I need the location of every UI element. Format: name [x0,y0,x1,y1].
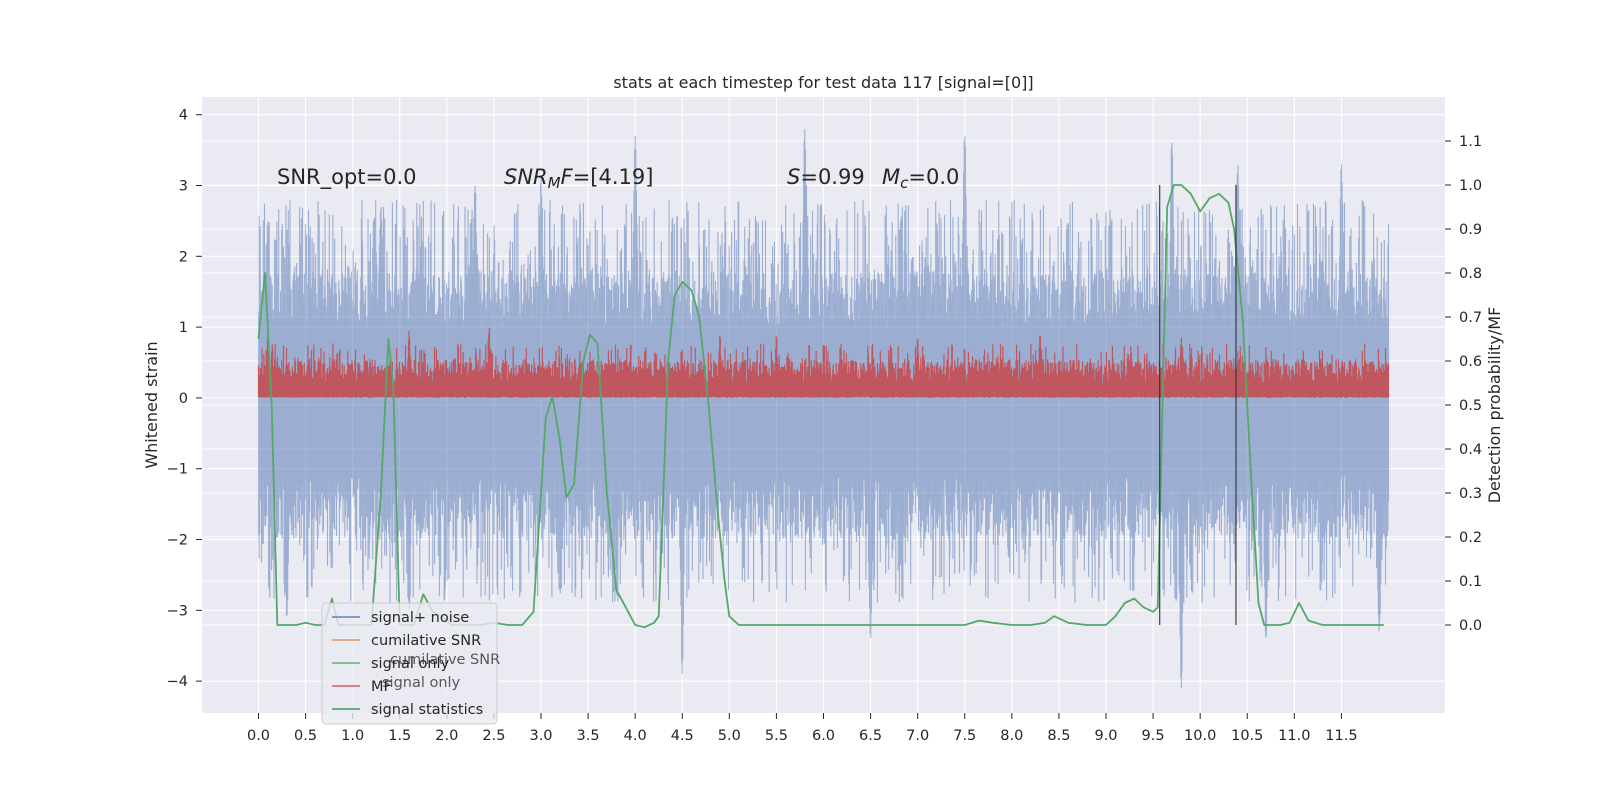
y-left-axis-label: Whitened strain [142,341,161,468]
y-right-tick-label-1: 1.0 [1459,178,1482,194]
annotation-s-part-0: S [787,165,800,189]
y-right-axis-label: Detection probability/MF [1485,307,1504,504]
annotation-snr-mf: SNRMF=[4.19] [504,165,653,192]
x-tick-label-21: 10.5 [1231,728,1263,744]
y-left-tick-label-7: −3 [167,603,188,619]
x-tick-label-9: 4.5 [671,728,694,744]
y-right-tick-label-6: 0.5 [1459,398,1482,414]
y-right-tick-label-2: 0.9 [1459,222,1482,238]
annotation-mc-part-0: M [882,165,900,189]
annotation-mc-value: Mc=0.0 [882,165,959,192]
y-left-tick-label-1: 3 [179,179,188,195]
annotation-snr-mf-part-1: M [548,174,561,192]
x-axis-ticks: 0.0 0.5 1.0 1.5 2.0 2.5 3.0 3.5 4.0 4.5 5.0 5.5 6.0 6… [247,713,1358,744]
annotation-snr-mf-part-2: F [561,165,574,189]
legend-label-3: MF [371,679,392,695]
x-tick-label-12: 6.0 [812,728,835,744]
legend-ghost-text-1: signal only [382,675,461,691]
annotation-mc-part-1: c [900,174,909,192]
x-tick-label-0: 0.0 [247,728,270,744]
x-tick-label-5: 2.5 [482,728,505,744]
annotation-snr-mf-part-0: SNR [504,165,548,189]
x-tick-label-22: 11.0 [1278,728,1310,744]
x-tick-label-13: 6.5 [859,728,882,744]
x-tick-label-6: 3.0 [529,728,552,744]
series-signal-statistics [257,184,1384,629]
legend-ghost-text-0: cumilative SNR [390,652,500,668]
x-tick-label-17: 8.5 [1047,728,1070,744]
y-left-tick-label-2: 2 [179,249,188,265]
y-right-tick-label-3: 0.8 [1459,266,1482,282]
y-right-tick-label-5: 0.6 [1459,354,1482,370]
y-right-tick-label-11: 0.0 [1459,618,1482,634]
legend-label-1: cumilative SNR [371,633,481,649]
x-tick-label-10: 5.0 [718,728,741,744]
series-mf [257,328,1390,398]
y-right-tick-label-9: 0.2 [1459,530,1482,546]
x-tick-label-16: 8.0 [1000,728,1023,744]
x-tick-label-8: 4.0 [624,728,647,744]
x-tick-label-4: 2.0 [435,728,458,744]
legend-box [321,602,498,725]
annotation-snr-mf-part-3: =[4.19] [573,165,654,189]
y-right-tick-label-10: 0.1 [1459,574,1482,590]
y-right-tick-label-7: 0.4 [1459,442,1482,458]
legend-label-4: signal statistics [371,702,483,718]
annotation-snr-opt: SNR_opt=0.0 [277,165,417,190]
x-tick-label-7: 3.5 [577,728,600,744]
annotation-mc-part-2: =0.0 [908,165,959,189]
y-left-axis-ticks: 4 3 2 1 0 −1 −2 −3 −4 [167,108,202,690]
legend-label-2: signal only [371,656,450,672]
x-tick-label-11: 5.5 [765,728,788,744]
x-tick-label-14: 7.0 [906,728,929,744]
y-left-tick-label-4: 0 [179,391,188,407]
y-right-tick-label-0: 1.1 [1459,134,1482,150]
annotation-s-value: S=0.99 [787,165,865,189]
y-right-axis-ticks: 1.1 1.0 0.9 0.8 0.7 0.6 0.5 0.4 0.3 0.2 0.1 0.0 [1445,134,1482,634]
y-left-tick-label-8: −4 [167,674,188,690]
x-tick-label-23: 11.5 [1325,728,1357,744]
x-tick-label-19: 9.5 [1142,728,1165,744]
x-tick-label-2: 1.0 [341,728,364,744]
x-tick-label-1: 0.5 [294,728,317,744]
y-right-tick-label-4: 0.7 [1459,310,1482,326]
x-tick-label-20: 10.0 [1184,728,1216,744]
y-right-tick-label-8: 0.3 [1459,486,1482,502]
y-left-tick-label-5: −1 [167,462,188,478]
chart-title: stats at each timestep for test data 117… [613,73,1033,92]
x-tick-label-3: 1.5 [388,728,411,744]
annotation-s-part-1: =0.99 [800,165,864,189]
x-tick-label-15: 7.5 [953,728,976,744]
legend-label-0: signal+ noise [371,610,469,626]
y-left-tick-label-3: 1 [179,320,188,336]
x-tick-label-18: 9.0 [1094,728,1117,744]
y-left-tick-label-6: −2 [167,533,188,549]
y-left-tick-label-0: 4 [179,108,188,124]
